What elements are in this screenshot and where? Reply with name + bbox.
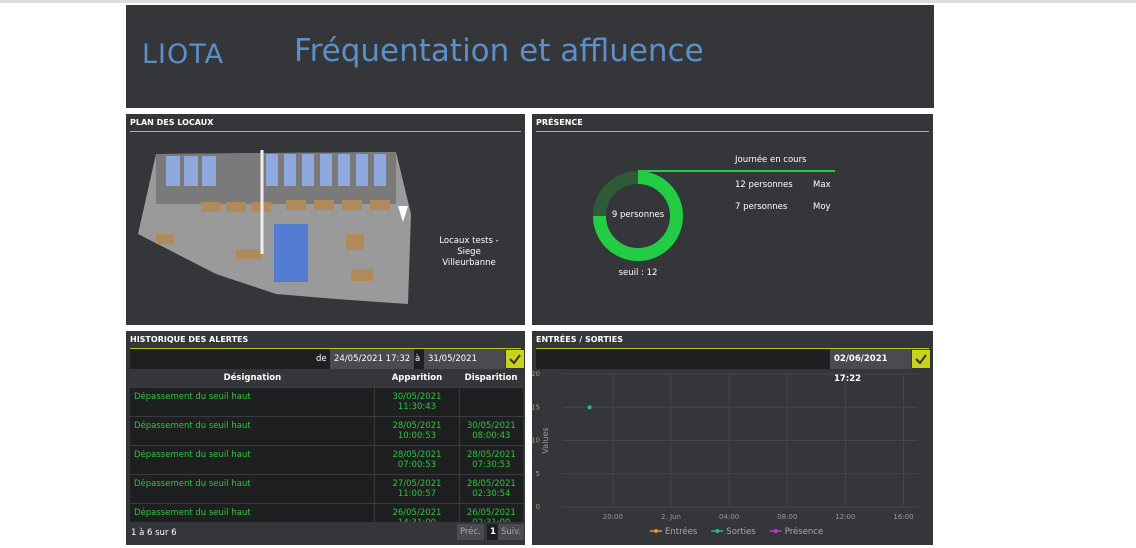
flows-panel: ENTRÉES / SORTIES 02/06/2021 17:22 0 5 10 1… [532, 331, 933, 545]
table-row: Dépassement du seuil haut 26/05/2021 14:3… [130, 503, 523, 522]
windows [166, 154, 386, 186]
floor-plan [138, 150, 411, 304]
legend-label[interactable]: Entrées [665, 526, 698, 537]
table-cell: 26/05/2021 02:31:00 [458, 503, 523, 522]
y-tick-label: 20 [532, 370, 540, 378]
table-row: Dépassement du seuil haut 27/05/2021 11:0… [130, 474, 523, 503]
table-row: Dépassement du seuil haut 30/05/2021 11:3… [130, 387, 523, 416]
to-label: à [415, 354, 421, 364]
desks [156, 200, 390, 281]
legend-label[interactable]: Sorties [726, 527, 756, 537]
table-cell: 30/05/2021 11:30:43 [374, 387, 460, 416]
table-wrap: Désignation Apparition Disparition Dépas… [130, 370, 523, 522]
x-tick-label: 2. Jun [661, 513, 681, 521]
column-header[interactable]: Disparition [464, 373, 518, 384]
panel-title: PLAN DES LOCAUX [130, 118, 214, 127]
legend-marker [715, 529, 720, 533]
table-info: 1 à 6 sur 6 [131, 528, 177, 538]
top-border [0, 0, 1136, 3]
x-tick-label: 12:00 [835, 513, 855, 521]
panel-title: ENTRÉES / SORTIES [536, 335, 623, 344]
stat-value: 12 personnes [735, 180, 793, 190]
from-label: de [316, 354, 327, 364]
table-cell: 28/05/2021 10:00:53 [374, 416, 460, 445]
alerts-table: Désignation Apparition Disparition Dépas… [130, 370, 523, 522]
column-header[interactable]: Apparition [391, 373, 443, 384]
underline [536, 131, 929, 132]
panel-title: PRÉSENCE [536, 118, 583, 127]
marker [398, 206, 408, 222]
table-cell: 28/05/2021 07:00:53 [374, 445, 460, 474]
header: LIOTA Fréquentation et affluence [126, 5, 934, 108]
stat-label: Max [813, 180, 831, 190]
y-tick-label: 15 [532, 403, 540, 411]
period: Journée en cours [735, 155, 807, 165]
plan-panel: PLAN DES LOCAUX Locaux tests - Siege Vil… [126, 114, 525, 325]
column-header[interactable]: Désignation [223, 373, 282, 384]
table-cell: Dépassement du seuil haut [134, 507, 251, 518]
table-cell: Dépassement du seuil haut [134, 420, 251, 431]
table-row: Dépassement du seuil haut 28/05/2021 10:0… [130, 416, 523, 445]
stat-label: Moy [813, 202, 831, 212]
presence-panel: PRÉSENCE 9 personnes seuil : 12 Journée … [532, 114, 933, 325]
panel-title: HISTORIQUE DES ALERTES [130, 335, 249, 344]
y-axis-label: Values [541, 427, 550, 453]
gauge [593, 170, 835, 261]
x-tick-label: 08:00 [777, 513, 797, 521]
logo: LIOTA [142, 39, 225, 70]
legend-marker [773, 529, 778, 533]
chart: 0 5 10 15 20 20:00 2. Jun 04:00 08:00 12:00 16:00 V… [532, 370, 918, 537]
threshold-label: seuil : 12 [618, 268, 658, 278]
data-point [587, 405, 592, 410]
table-cell: 27/05/2021 11:00:57 [374, 474, 460, 503]
check-icon [509, 354, 521, 365]
gauge-label: 9 personnes [611, 210, 665, 220]
filter-bar: de 24/05/2021 17:32 à 31/05/2021 17:32 [130, 349, 505, 384]
meeting-room [274, 224, 308, 282]
legend-label[interactable]: Présence [785, 526, 823, 537]
table-cell: Dépassement du seuil haut [134, 478, 251, 489]
site-label: Locaux tests - Siege Villeurbanne [439, 236, 499, 268]
prev-button[interactable]: Préc. [457, 524, 484, 540]
table-cell: 30/05/2021 08:00:43 [458, 416, 523, 445]
legend-marker [654, 529, 658, 533]
table-cell: 28/05/2021 07:30:53 [458, 445, 523, 474]
table-cell: 26/05/2021 14:31:00 [374, 503, 460, 522]
gauge-arc [593, 171, 683, 261]
x-tick-label: 20:00 [603, 513, 623, 521]
y-tick-label: 5 [536, 470, 540, 478]
stat-value: 7 personnes [735, 202, 788, 212]
page-button[interactable]: 1 [487, 524, 499, 540]
x-tick-label: 16:00 [893, 513, 913, 521]
to-input[interactable]: 31/05/2021 17:32 [424, 349, 505, 384]
underline [536, 348, 929, 349]
table-cell: Dépassement du seuil haut [134, 449, 251, 460]
underline [130, 131, 521, 132]
table-cell: 28/05/2021 02:30:54 [458, 474, 523, 503]
y-tick-label: 0 [536, 503, 540, 511]
table-cell [458, 387, 523, 416]
table-row: Dépassement du seuil haut 28/05/2021 07:0… [130, 445, 523, 474]
y-tick-label: 10 [532, 437, 540, 445]
from-input[interactable]: 24/05/2021 17:32 [330, 349, 415, 369]
check-icon [915, 354, 927, 365]
underline [130, 348, 521, 349]
apply-button[interactable] [912, 350, 930, 368]
page-title: Fréquentation et affluence [294, 33, 704, 69]
next-button[interactable]: Suiv. [498, 524, 525, 540]
x-tick-label: 04:00 [719, 513, 739, 521]
apply-button[interactable] [506, 350, 524, 368]
header-row: Désignation Apparition Disparition [130, 370, 523, 387]
alerts-panel: HISTORIQUE DES ALERTES de 24/05/2021 17:… [126, 331, 525, 545]
date-input[interactable]: 02/06/2021 17:22 [830, 349, 911, 384]
filter-bar: 02/06/2021 17:22 [536, 349, 911, 384]
table-cell: Dépassement du seuil haut [134, 391, 251, 402]
